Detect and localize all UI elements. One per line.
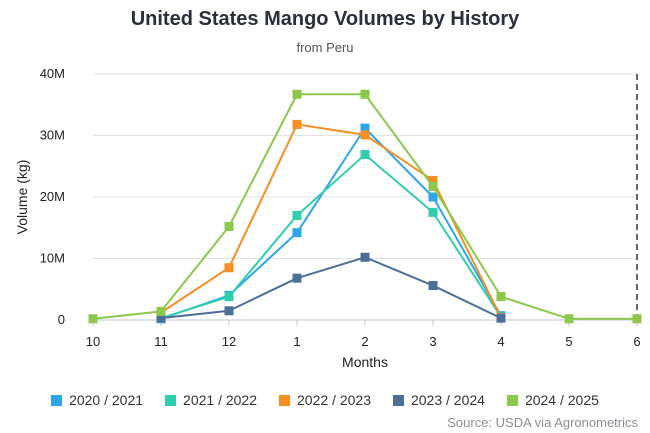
- data-point: [224, 222, 234, 232]
- legend-label: 2023 / 2024: [410, 392, 485, 408]
- data-point: [292, 119, 302, 129]
- legend-item[interactable]: 2024 / 2025: [506, 392, 599, 408]
- data-point: [292, 210, 302, 220]
- data-point: [292, 89, 302, 99]
- x-tick-label: 3: [429, 334, 436, 349]
- legend-swatch: [392, 394, 404, 406]
- data-point: [428, 175, 438, 185]
- legend-swatch: [165, 394, 177, 406]
- data-point: [564, 314, 574, 324]
- data-point: [428, 281, 438, 291]
- data-point: [224, 292, 234, 302]
- source-note: Source: USDA via Agronometrics: [447, 415, 638, 430]
- data-point: [292, 228, 302, 238]
- x-tick-label: 6: [633, 334, 640, 349]
- data-point: [360, 252, 370, 262]
- series-line: [160, 153, 502, 320]
- data-point: [360, 89, 370, 99]
- data-point: [292, 273, 302, 283]
- data-point: [632, 314, 642, 324]
- y-tick-label: 10M: [40, 251, 65, 266]
- y-axis-title: Volume (kg): [14, 160, 30, 235]
- data-point: [428, 182, 438, 192]
- data-point: [496, 313, 506, 323]
- legend-label: 2022 / 2023: [297, 392, 371, 408]
- data-point: [360, 150, 370, 160]
- legend-item[interactable]: 2023 / 2024: [392, 392, 485, 408]
- series-line: [160, 256, 502, 320]
- chart-title: United States Mango Volumes by History: [130, 8, 520, 30]
- x-tick-label: 2: [361, 334, 368, 349]
- y-tick-label: 40M: [40, 66, 65, 81]
- x-tick-label: 5: [565, 334, 572, 349]
- x-tick-label: 12: [222, 334, 236, 349]
- legend-item[interactable]: 2020 / 2021: [51, 392, 143, 408]
- y-tick-label: 0: [58, 312, 65, 327]
- chart-legend: 2020 / 2021 2021 / 2022 2022 / 2023 2023 / …: [0, 392, 650, 408]
- legend-swatch: [506, 394, 518, 406]
- data-point: [224, 263, 234, 273]
- data-point: [428, 207, 438, 217]
- series-line: [160, 127, 502, 320]
- legend-label: 2021 / 2022: [183, 392, 258, 408]
- data-point: [496, 292, 506, 302]
- data-point: [88, 314, 98, 324]
- legend-item[interactable]: 2022 / 2023: [279, 392, 371, 408]
- legend-swatch: [51, 394, 63, 406]
- x-tick-label: 11: [154, 334, 168, 349]
- data-point: [156, 306, 166, 316]
- y-tick-label: 20M: [40, 189, 65, 204]
- legend-label: 2024 / 2025: [524, 392, 599, 408]
- chart-subtitle: from Peru: [296, 40, 354, 55]
- data-point: [224, 306, 234, 316]
- x-tick-label: 1: [293, 334, 300, 349]
- data-point: [428, 192, 438, 202]
- legend-label: 2020 / 2021: [69, 392, 144, 408]
- series-line: [160, 123, 502, 318]
- y-tick-label: 30M: [40, 128, 65, 143]
- data-point: [156, 313, 166, 323]
- x-tick-label: 4: [497, 334, 504, 349]
- x-tick-label: 10: [86, 334, 100, 349]
- legend-swatch: [279, 394, 291, 406]
- data-point: [360, 130, 370, 140]
- legend-item[interactable]: 2021 / 2022: [165, 392, 257, 408]
- data-point: [360, 123, 370, 133]
- x-axis-title: Months: [342, 354, 388, 370]
